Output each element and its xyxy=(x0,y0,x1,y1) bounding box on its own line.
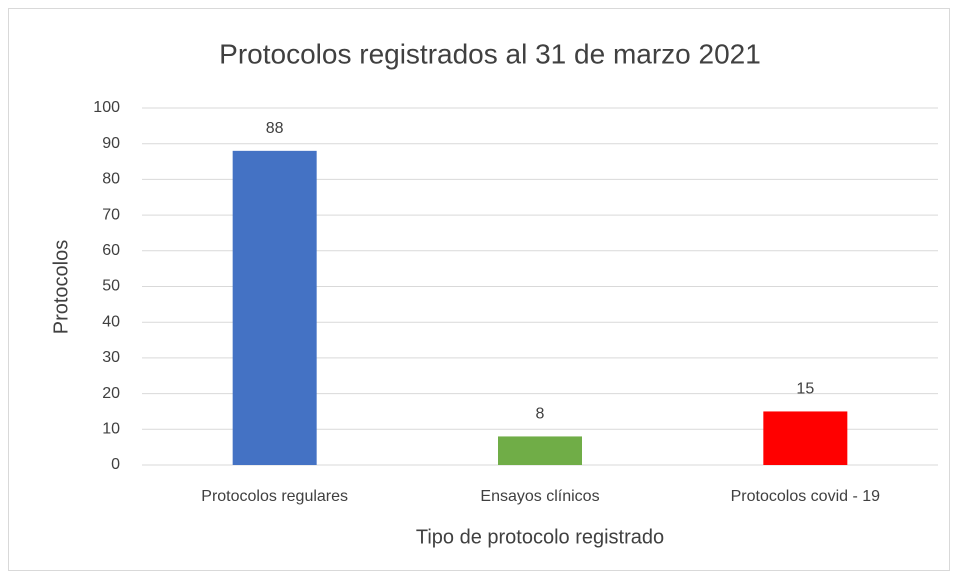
bar xyxy=(763,411,848,465)
y-tick-label: 100 xyxy=(93,99,120,116)
x-tick-label: Ensayos clínicos xyxy=(480,488,599,505)
y-tick-label: 50 xyxy=(102,278,120,295)
y-tick-label: 80 xyxy=(102,171,120,188)
chart-border xyxy=(8,8,950,571)
y-tick-label: 0 xyxy=(111,456,120,473)
x-axis-label: Tipo de protocolo registrado xyxy=(416,526,664,548)
data-label: 8 xyxy=(536,406,545,423)
y-tick-label: 90 xyxy=(102,135,120,152)
y-tick-label: 40 xyxy=(102,313,120,330)
y-tick-label: 70 xyxy=(102,206,120,223)
data-label: 15 xyxy=(796,381,814,398)
y-axis-label: Protocolos xyxy=(50,240,72,335)
x-tick-label: Protocolos regulares xyxy=(201,488,348,505)
bar xyxy=(232,150,317,465)
data-label: 88 xyxy=(266,120,284,137)
y-tick-label: 20 xyxy=(102,385,120,402)
y-tick-label: 30 xyxy=(102,349,120,366)
y-tick-label: 10 xyxy=(102,421,120,438)
bar xyxy=(498,436,582,465)
chart-title: Protocolos registrados al 31 de marzo 20… xyxy=(219,38,761,69)
x-tick-label: Protocolos covid - 19 xyxy=(731,488,881,505)
y-tick-label: 60 xyxy=(102,242,120,259)
